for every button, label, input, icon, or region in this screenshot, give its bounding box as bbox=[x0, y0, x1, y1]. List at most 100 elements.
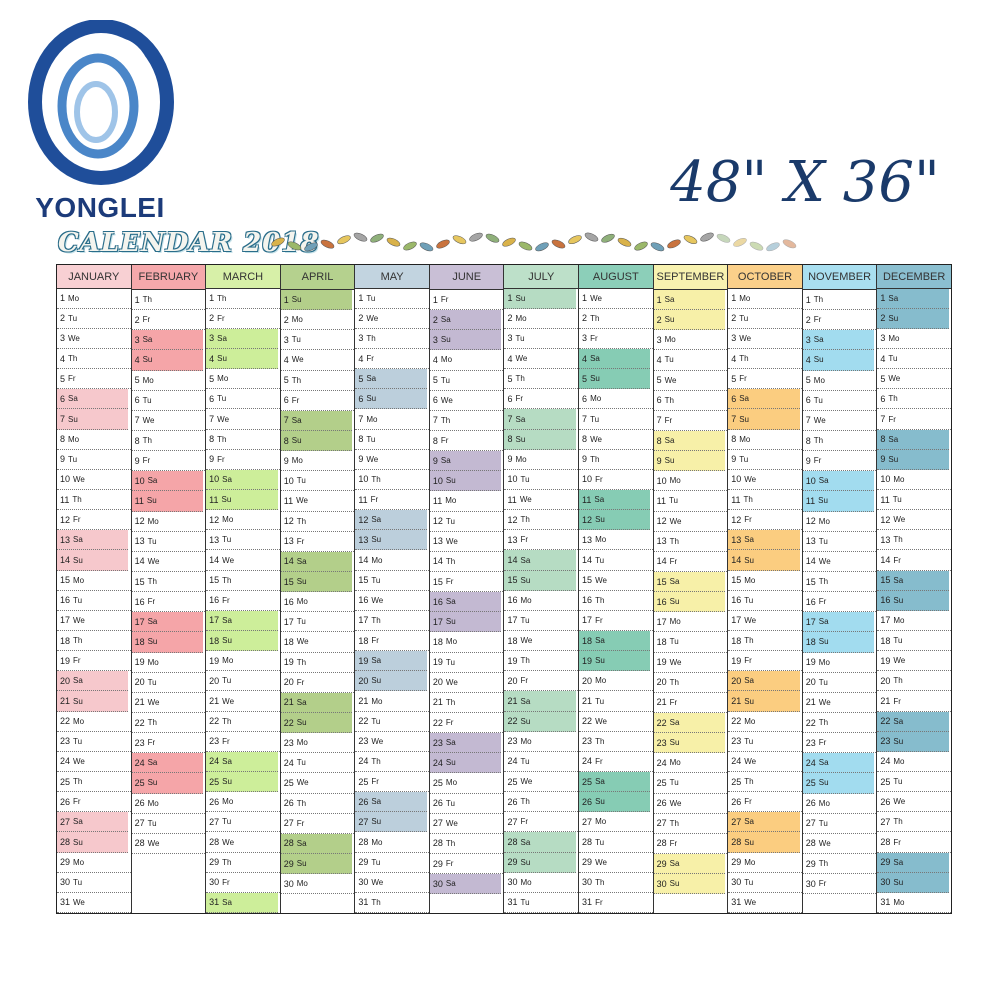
day-number: 19 bbox=[432, 657, 443, 668]
day-cell: 15 Th bbox=[131, 572, 206, 593]
day-number: 29 bbox=[731, 857, 742, 868]
weekday-abbrev: Su bbox=[73, 696, 83, 706]
day-cell: 8 We bbox=[579, 430, 653, 450]
day-cell: 31 We bbox=[728, 893, 802, 913]
day-cell: 29 Sa bbox=[877, 852, 949, 873]
weekday-abbrev: We bbox=[296, 496, 308, 506]
weekday-abbrev: Mo bbox=[73, 575, 85, 585]
day-number: 4 bbox=[507, 353, 513, 364]
weekday-abbrev: Su bbox=[818, 778, 829, 788]
day-number: 5 bbox=[134, 375, 140, 386]
day-number: 19 bbox=[283, 657, 294, 668]
day-number: 7 bbox=[209, 414, 215, 425]
day-cell: 14 Sa bbox=[504, 550, 576, 571]
weekday-abbrev: Th bbox=[744, 777, 754, 787]
day-cell: 5 Tu bbox=[429, 371, 504, 391]
day-cell: 5 Sa bbox=[355, 369, 427, 390]
weekday-abbrev: Tu bbox=[222, 676, 232, 686]
day-cell: 15 Mo bbox=[728, 571, 802, 591]
leaf-icon bbox=[667, 239, 681, 249]
day-number: 25 bbox=[805, 777, 816, 788]
day-number: 26 bbox=[507, 796, 518, 807]
weekday-abbrev: Tu bbox=[440, 375, 450, 385]
day-cell: 18 Tu bbox=[877, 631, 951, 652]
day-number: 1 bbox=[507, 293, 513, 304]
day-number: 7 bbox=[60, 414, 66, 425]
day-number: 24 bbox=[60, 756, 71, 767]
day-cell: 22 Tu bbox=[355, 712, 429, 732]
day-number: 12 bbox=[731, 514, 742, 525]
weekday-abbrev: Th bbox=[366, 333, 376, 343]
day-number: 17 bbox=[209, 615, 220, 626]
weekday-abbrev: Mo bbox=[818, 516, 830, 526]
day-number: 13 bbox=[507, 534, 518, 545]
day-number: 20 bbox=[358, 675, 369, 686]
day-number: 29 bbox=[582, 857, 593, 868]
day-number: 7 bbox=[805, 415, 811, 426]
weekday-abbrev: Fr bbox=[445, 718, 454, 728]
day-cell: 23 Su bbox=[653, 733, 725, 754]
day-number: 25 bbox=[283, 777, 294, 788]
leaf-icon bbox=[469, 232, 483, 242]
day-cell: 10 Sa bbox=[206, 469, 278, 491]
day-cell: 2 Mo bbox=[504, 309, 579, 329]
day-number: 18 bbox=[209, 635, 220, 646]
day-cell: 11 Su bbox=[802, 491, 875, 512]
day-list: 1 Sa 2 Su 3 Mo 4 Tu 5 We 6 Th 7 Fr 8 Sa 9 Su 10 Mo 11 Tu 12 We 1… bbox=[877, 288, 951, 913]
weekday-abbrev: Fr bbox=[888, 414, 896, 424]
day-number: 24 bbox=[582, 756, 593, 767]
weekday-abbrev: Tu bbox=[669, 778, 679, 788]
weekday-abbrev: Su bbox=[222, 777, 232, 787]
day-cell: 25 Tu bbox=[877, 772, 951, 793]
weekday-abbrev: We bbox=[595, 716, 607, 726]
day-cell: 15 Sa bbox=[877, 570, 949, 591]
weekday-abbrev: Mo bbox=[296, 879, 308, 889]
weekday-abbrev: Th bbox=[520, 797, 530, 807]
day-number: 9 bbox=[507, 454, 513, 465]
day-number: 30 bbox=[283, 878, 294, 889]
weekday-abbrev: Mo bbox=[744, 857, 756, 867]
weekday-abbrev: Fr bbox=[147, 597, 156, 607]
day-cell: 6 Su bbox=[355, 389, 427, 410]
day-cell: 1 Th bbox=[206, 289, 280, 309]
day-cell: 24 Mo bbox=[877, 752, 951, 773]
day-cell: 17 Su bbox=[429, 612, 502, 633]
day-cell: 26 Mo bbox=[206, 792, 280, 813]
day-cell: 28 Mo bbox=[355, 832, 429, 853]
weekday-abbrev: Mo bbox=[590, 394, 602, 404]
day-number: 22 bbox=[134, 717, 145, 728]
weekday-abbrev: Su bbox=[146, 496, 157, 506]
month-column-october: OCTOBER 1 Mo 2 Tu 3 We 4 Th 5 Fr 6 Sa 7 Su 8 Mo 9 Tu 10 We 11… bbox=[728, 265, 803, 913]
day-cell: 18 We bbox=[504, 631, 579, 652]
day-cell: 3 Su bbox=[429, 330, 502, 351]
weekday-abbrev: We bbox=[813, 415, 826, 425]
day-cell: 7 Su bbox=[57, 409, 129, 430]
day-number: 7 bbox=[582, 414, 588, 425]
leaf-icon bbox=[271, 237, 285, 247]
day-number: 16 bbox=[656, 596, 667, 607]
month-header: JUNE bbox=[429, 265, 504, 290]
day-cell: 30 Mo bbox=[504, 873, 579, 893]
weekday-abbrev: Mo bbox=[595, 817, 607, 827]
day-cell: 15 Tu bbox=[355, 571, 429, 591]
weekday-abbrev: Sa bbox=[520, 555, 531, 565]
day-number: 28 bbox=[60, 837, 71, 847]
weekday-abbrev: Mo bbox=[371, 555, 383, 565]
weekday-abbrev: Sa bbox=[888, 434, 899, 444]
weekday-abbrev: Fr bbox=[370, 495, 379, 505]
day-cell: 4 Tu bbox=[877, 349, 951, 370]
weekday-abbrev: Su bbox=[595, 797, 605, 807]
day-number: 19 bbox=[880, 655, 891, 666]
day-cell: 8 Sa bbox=[877, 429, 949, 450]
day-number: 4 bbox=[880, 353, 886, 364]
day-cell: 25 Tu bbox=[653, 773, 728, 794]
leaf-icon bbox=[766, 242, 780, 252]
day-number: 18 bbox=[134, 636, 145, 647]
weekday-abbrev: Fr bbox=[142, 456, 151, 466]
weekday-abbrev: We bbox=[73, 897, 85, 907]
leaf-icon bbox=[782, 239, 797, 249]
day-cell: 9 Tu bbox=[57, 450, 131, 470]
weekday-abbrev: Sa bbox=[296, 838, 307, 848]
day-cell: 16 Mo bbox=[280, 592, 355, 613]
weekday-abbrev: Th bbox=[818, 577, 829, 587]
